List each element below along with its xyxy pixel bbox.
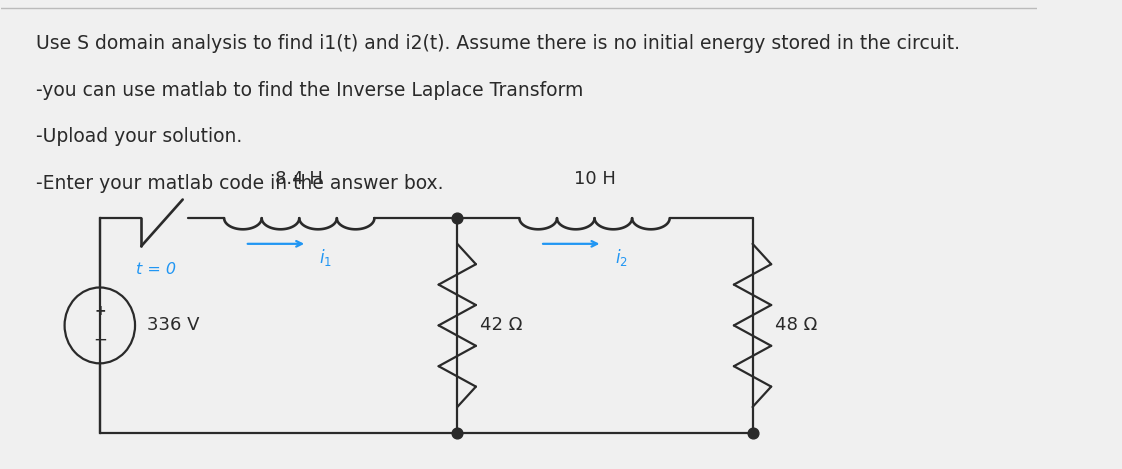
Text: -you can use matlab to find the Inverse Laplace Transform: -you can use matlab to find the Inverse … (36, 81, 583, 99)
Point (744, 429, 762, 436)
Text: -Enter your matlab code in the answer box.: -Enter your matlab code in the answer bo… (36, 174, 443, 193)
Point (449, 429, 467, 436)
Text: $i_1$: $i_1$ (320, 247, 332, 268)
Text: 10 H: 10 H (573, 170, 616, 188)
Text: 8.4 H: 8.4 H (275, 170, 323, 188)
Text: +: + (94, 304, 105, 318)
Text: Use S domain analysis to find i1(t) and i2(t). Assume there is no initial energy: Use S domain analysis to find i1(t) and … (36, 34, 959, 53)
Text: −: − (93, 331, 107, 349)
Text: 48 Ω: 48 Ω (775, 317, 818, 334)
Text: -Upload your solution.: -Upload your solution. (36, 127, 242, 146)
Point (449, 214, 467, 222)
Text: $i_2$: $i_2$ (615, 247, 627, 268)
Text: 336 V: 336 V (147, 317, 200, 334)
Text: t = 0: t = 0 (136, 262, 176, 277)
Text: 42 Ω: 42 Ω (480, 317, 523, 334)
